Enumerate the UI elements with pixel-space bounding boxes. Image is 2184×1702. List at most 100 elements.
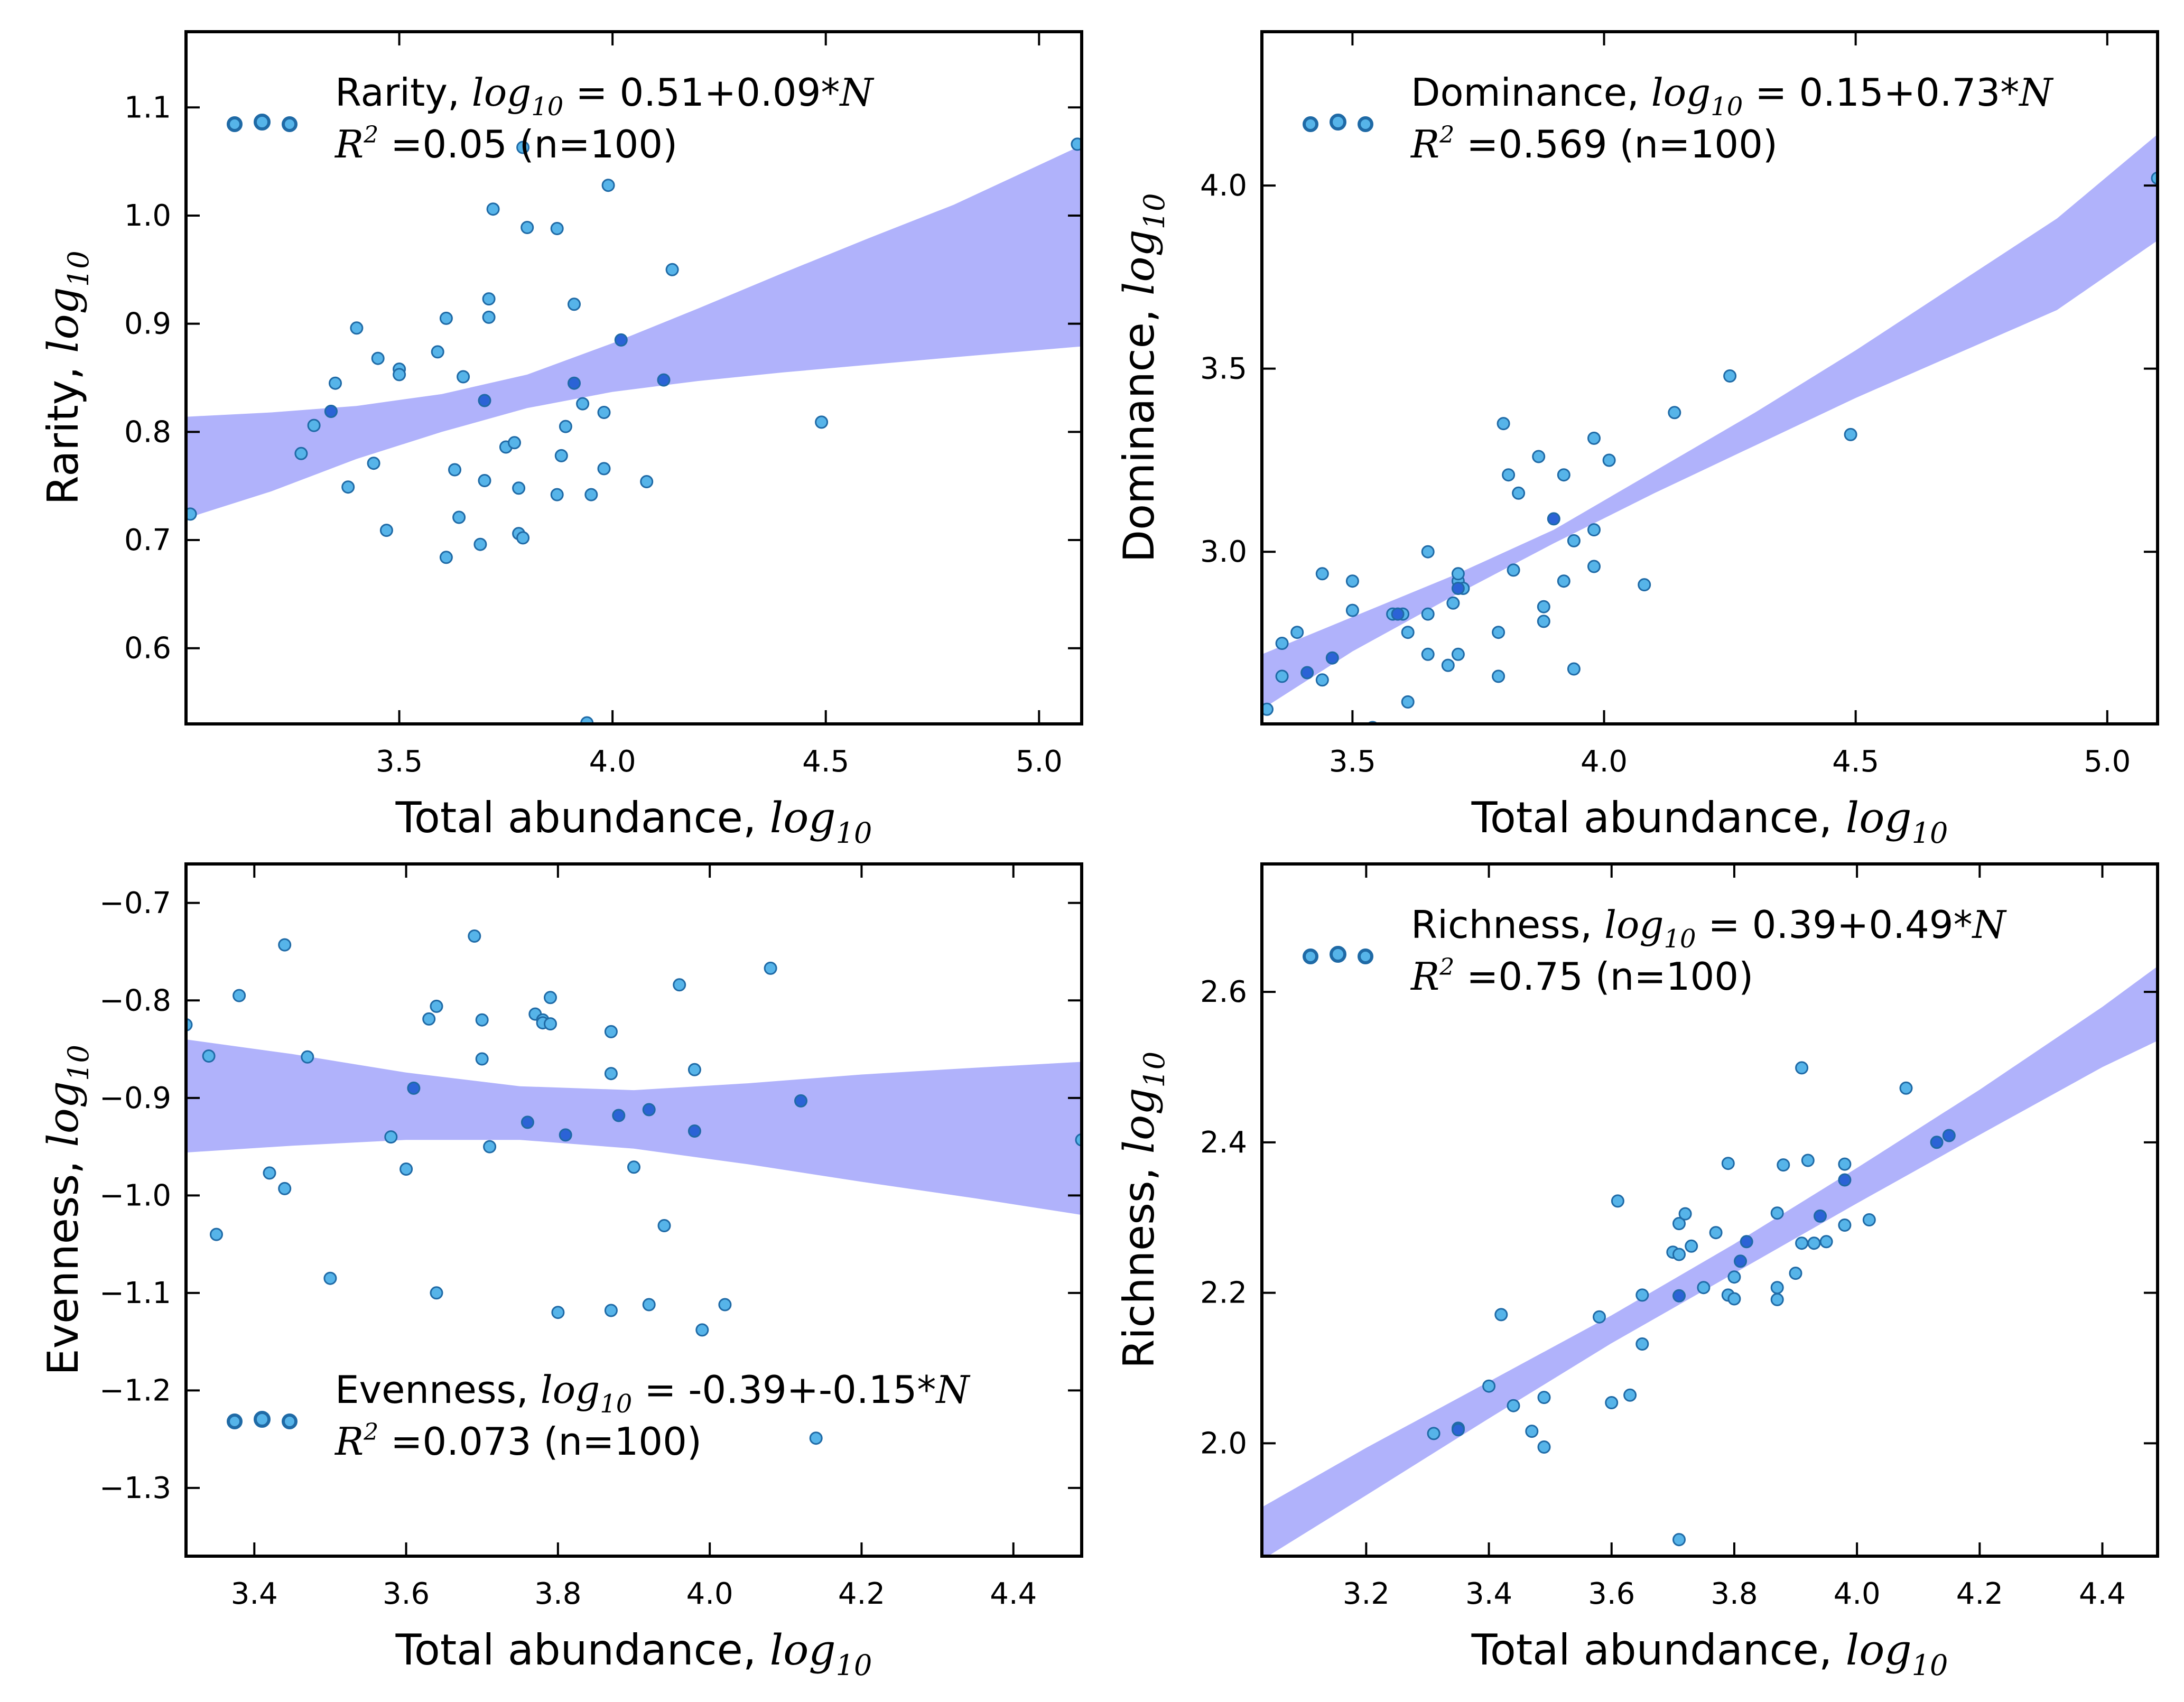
dominance-point: [1446, 596, 1460, 610]
evenness-xlabel-math: log: [770, 1625, 836, 1675]
richness-point: [1635, 1337, 1649, 1351]
dominance-legend-marker: [1330, 114, 1346, 131]
richness-legend-marker: [1330, 946, 1346, 963]
richness-ytick-label: 2.6: [1200, 975, 1247, 1009]
rarity-point: [393, 368, 406, 382]
dominance-point: [1507, 563, 1520, 577]
evenness-point: [483, 1140, 497, 1154]
rarity-point: [439, 551, 453, 564]
richness-xtick-label: 3.2: [1343, 1577, 1390, 1611]
rarity-equation-line: Rarity, log10 = 0.51+0.09*N: [335, 70, 875, 122]
evenness-xtick-label: 3.8: [534, 1577, 581, 1611]
rarity-legend-marker: [282, 116, 298, 132]
evenness-point: [559, 1128, 572, 1142]
evenness-point: [278, 1182, 292, 1195]
rarity-point: [371, 351, 385, 365]
dominance-point: [1315, 567, 1329, 581]
dominance-ytick-label: 3.5: [1200, 352, 1247, 386]
richness-xtick-label: 3.4: [1465, 1577, 1512, 1611]
dominance-point: [1587, 431, 1601, 445]
richness-equation-line: Richness, log10 = 0.39+0.49*N: [1411, 903, 2008, 954]
evenness-point: [399, 1162, 413, 1176]
rarity-point: [329, 376, 342, 390]
evenness-point: [604, 1304, 618, 1317]
dominance-point: [1441, 658, 1455, 672]
richness-points: [1427, 1061, 1956, 1547]
rarity-xtick-label: 5.0: [1016, 745, 1063, 779]
dominance-point: [1512, 486, 1526, 500]
richness-legend-marker: [1303, 948, 1318, 964]
richness-point: [1807, 1236, 1821, 1250]
rarity-xtick-label: 4.0: [589, 745, 636, 779]
richness-point: [1672, 1217, 1686, 1231]
evenness-point: [430, 999, 443, 1013]
rarity-point: [294, 447, 308, 460]
evenness-point: [278, 938, 292, 952]
evenness-equation-line: Evenness, log10 = -0.39+-0.15*N: [335, 1368, 971, 1419]
richness-point: [1795, 1236, 1809, 1250]
rarity-xlabel: Total abundance, log10: [395, 793, 872, 850]
evenness-xtick-label: 3.4: [231, 1577, 278, 1611]
richness-xtick-label: 4.0: [1834, 1577, 1881, 1611]
richness-point: [1605, 1396, 1619, 1409]
rarity-point: [508, 436, 521, 450]
evenness-point: [544, 991, 557, 1005]
evenness-legend-marker: [282, 1413, 298, 1429]
dominance-xtick-label: 4.5: [1832, 745, 1879, 779]
richness-point: [1819, 1235, 1833, 1249]
evenness-chart: 3.4 3.6 3.8 4.0 4.2 4.4 −1.3 −1.2 −1.1 −1.0 −0.9 −0…: [39, 862, 1083, 1682]
richness-ytick-label: 2.0: [1200, 1426, 1247, 1461]
evenness-point: [604, 1067, 618, 1081]
richness-point: [1452, 1423, 1465, 1437]
richness-point: [1623, 1388, 1637, 1402]
rarity-ytick-label: 0.6: [124, 631, 171, 666]
evenness-point: [794, 1094, 807, 1108]
richness-point: [1537, 1440, 1551, 1454]
evenness-point: [384, 1130, 398, 1144]
rarity-xtick-label: 3.5: [376, 745, 423, 779]
dominance-point: [1557, 574, 1570, 588]
dominance-point: [1262, 702, 1274, 716]
rarity-point: [452, 510, 466, 524]
richness-xtick-label: 3.8: [1711, 1577, 1758, 1611]
dominance-xtick-label: 4.0: [1581, 745, 1628, 779]
rarity-point: [367, 457, 380, 470]
richness-xtick-label: 4.4: [2079, 1577, 2126, 1611]
rarity-ytick-label: 0.9: [124, 307, 171, 341]
rarity-point: [478, 474, 491, 487]
evenness-point: [657, 1219, 671, 1232]
richness-point: [1734, 1254, 1747, 1268]
dominance-point: [1421, 647, 1435, 661]
rarity-point: [665, 263, 679, 276]
richness-legend-marker: [1358, 948, 1373, 964]
evenness-point: [301, 1050, 314, 1064]
evenness-ytick-label: −0.8: [99, 983, 171, 1018]
rarity-ytick-label: 0.7: [124, 523, 171, 557]
richness-r2-line: R2 =0.75 (n=100): [1410, 954, 1753, 999]
evenness-point: [475, 1052, 489, 1066]
rarity-point: [473, 537, 487, 551]
richness-point: [1507, 1399, 1520, 1412]
dominance-axes-frame: [1260, 30, 2159, 726]
rarity-point: [568, 297, 581, 311]
dominance-xlabel: Total abundance, log10: [1471, 793, 1948, 850]
dominance-ytick-label: 4.0: [1200, 169, 1247, 203]
evenness-xtick-label: 4.0: [686, 1577, 733, 1611]
rarity-point: [512, 481, 526, 495]
richness-point: [1899, 1081, 1913, 1095]
rarity-point: [457, 370, 470, 384]
rarity-legend-marker: [227, 116, 243, 132]
dominance-point: [1401, 626, 1415, 639]
dominance-point: [1421, 545, 1435, 559]
evenness-point: [642, 1103, 656, 1117]
rarity-point: [1071, 137, 1082, 151]
dominance-point: [1421, 607, 1435, 621]
dominance-xtick-label: 3.5: [1329, 745, 1376, 779]
dominance-point: [1300, 666, 1314, 680]
dominance-point: [1275, 669, 1289, 683]
richness-chart: 3.2 3.4 3.6 3.8 4.0 4.2 4.4 2.0 2.2 2.4 2.6 Total a…: [1114, 862, 2159, 1682]
dominance-points: [1262, 171, 2158, 724]
rarity-ylabel-text: Rarity, log10: [39, 250, 95, 505]
rarity-point: [439, 311, 453, 325]
rarity-r2-line: R2 =0.05 (n=100): [334, 122, 677, 166]
